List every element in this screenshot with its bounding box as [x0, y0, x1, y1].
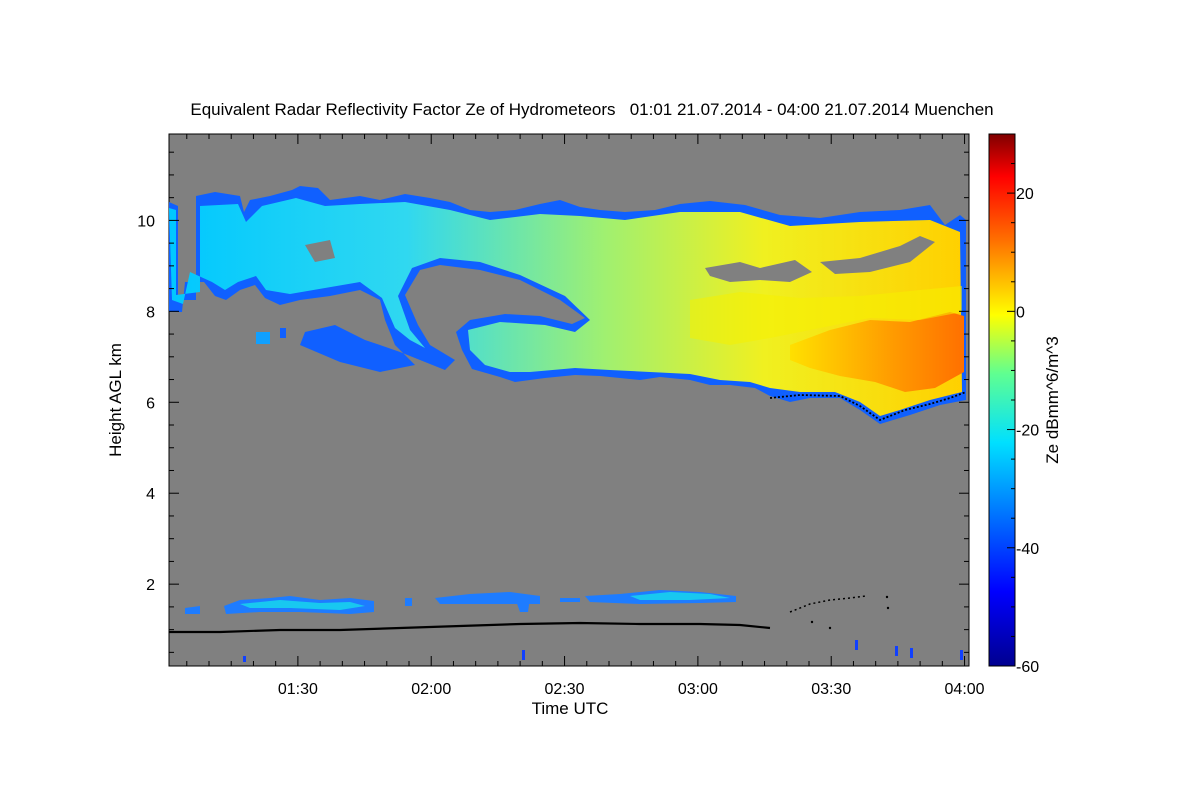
cloud-gap-3	[305, 240, 335, 262]
colorbar-ticks: -60 -40 -20 0 20	[1007, 133, 1039, 676]
clutter-echo	[895, 646, 898, 656]
colorbar-tick-label: 0	[1016, 304, 1025, 321]
cloud-base-dot	[810, 620, 814, 624]
x-tick-label: 02:00	[411, 681, 451, 698]
reflectivity-field	[169, 186, 966, 662]
upper-cloud-core	[169, 198, 962, 416]
colorbar-label: Ze dBmm^6/m^3	[1043, 336, 1062, 463]
low-cloud-core	[240, 600, 365, 610]
x-tick-label: 03:00	[678, 681, 718, 698]
y-tick-label: 4	[146, 486, 155, 503]
colorbar-tick-label: -20	[1016, 423, 1039, 440]
y-axis-label: Height AGL km	[106, 343, 125, 457]
colorbar-tick-label: -60	[1016, 659, 1039, 676]
small-echo	[280, 328, 286, 338]
y-tick-label: 2	[146, 577, 155, 594]
y-tick-label: 10	[137, 213, 155, 230]
reflectivity-core	[790, 312, 964, 392]
y-tick-label: 8	[146, 304, 155, 321]
x-tick-label: 01:30	[278, 681, 318, 698]
cloud-gap-1	[705, 260, 812, 282]
colorbar-tick-label: -40	[1016, 541, 1039, 558]
colorbar-tick-label: 20	[1016, 186, 1034, 203]
x-tick-label: 02:30	[545, 681, 585, 698]
y-tick-label: 6	[146, 395, 155, 412]
y-axis: 2 4 6 8 10	[137, 151, 969, 653]
cloud-base-dot	[828, 626, 832, 630]
upper-cloud-base-line	[769, 391, 967, 422]
x-axis: 01:30 02:00 02:30 03:00 03:30 04:00	[186, 134, 985, 698]
small-echo	[256, 332, 270, 344]
yellow-band	[690, 286, 962, 345]
low-cloud-core	[630, 592, 730, 600]
cloud-base-dot	[885, 595, 889, 599]
x-axis-label: Time UTC	[532, 699, 609, 718]
x-tick-label: 03:30	[811, 681, 851, 698]
chart-title: Equivalent Radar Reflectivity Factor Ze …	[190, 100, 993, 119]
x-tick-label: 04:00	[945, 681, 985, 698]
clutter-echo	[910, 648, 913, 658]
clutter-echo	[855, 640, 858, 650]
cloud-gap-2	[820, 236, 935, 274]
clutter-echo	[243, 656, 246, 662]
clutter-echo	[960, 650, 963, 660]
low-cloud-base-line	[169, 621, 771, 634]
colorbar	[988, 133, 1016, 667]
cloud-base-markers	[169, 391, 967, 634]
clutter-echo	[522, 650, 525, 660]
mid-cloud-base-line	[789, 595, 867, 613]
cloud-base-dot	[886, 606, 890, 610]
